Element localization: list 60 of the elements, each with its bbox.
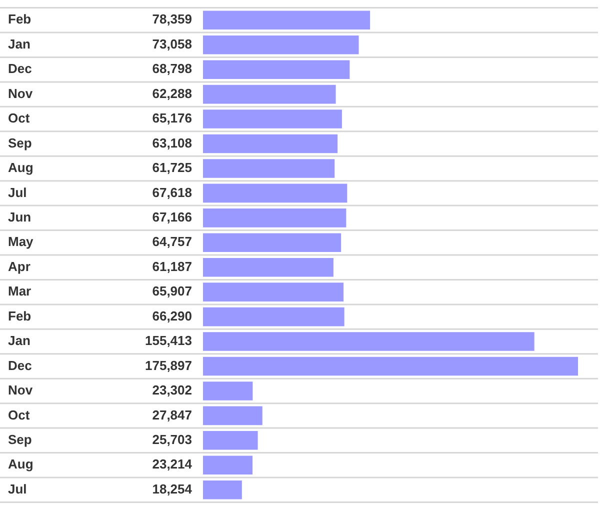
bar	[203, 184, 348, 203]
bar	[203, 134, 338, 154]
y-tick-label: Dec	[8, 61, 32, 76]
bar	[203, 35, 359, 54]
data-label: 78,359	[152, 12, 192, 27]
data-label: 64,757	[152, 234, 192, 250]
y-tick-label: Nov	[8, 86, 34, 101]
bar	[203, 159, 335, 178]
bar	[203, 480, 242, 500]
bar	[203, 456, 252, 475]
data-label: 27,847	[152, 407, 192, 422]
y-tick-label: Sep	[8, 135, 32, 150]
y-tick-label: Feb	[8, 308, 32, 324]
bar	[203, 258, 334, 277]
y-tick-label: Apr	[8, 258, 30, 274]
bar	[203, 10, 370, 30]
data-label: 65,176	[152, 110, 192, 126]
data-label: 61,725	[152, 160, 192, 176]
y-tick-label: Jan	[8, 36, 30, 52]
data-label: 175,897	[145, 358, 192, 373]
data-label: 18,254	[152, 481, 193, 496]
y-tick-label: Oct	[8, 407, 30, 422]
y-tick-label: Aug	[8, 160, 34, 176]
y-tick-label: Oct	[8, 110, 30, 126]
y-tick-label: Nov	[8, 382, 34, 398]
y-tick-label: May	[8, 234, 34, 250]
data-label: 67,166	[152, 210, 192, 224]
data-label: 23,302	[152, 382, 192, 398]
data-label: 62,288	[152, 86, 192, 101]
data-label: 73,058	[152, 36, 192, 52]
data-label: 23,214	[152, 456, 193, 472]
bar	[203, 332, 534, 351]
y-tick-label: Jul	[8, 481, 27, 496]
bar	[203, 406, 262, 426]
bar	[203, 60, 350, 79]
bar	[203, 431, 258, 450]
bar	[203, 282, 344, 302]
bar	[203, 110, 342, 128]
y-tick-label: Jun	[8, 210, 32, 224]
data-label: 68,798	[152, 61, 192, 76]
y-tick-label: Mar	[8, 284, 32, 299]
bar	[203, 356, 578, 376]
bar	[203, 208, 346, 228]
data-label: 67,618	[152, 184, 192, 200]
bar	[203, 307, 344, 326]
data-label: 63,108	[152, 135, 192, 150]
y-tick-label: Sep	[8, 432, 32, 447]
data-label: 25,703	[152, 432, 192, 447]
y-tick-label: Dec	[8, 358, 32, 373]
y-tick-label: Jan	[8, 333, 30, 348]
y-tick-label: Feb	[8, 12, 32, 27]
data-label: 65,907	[152, 284, 192, 299]
data-label: 66,290	[152, 308, 192, 324]
data-label: 61,187	[152, 258, 192, 274]
bar	[203, 233, 342, 252]
data-label: 155,413	[145, 333, 192, 348]
y-tick-label: Aug	[8, 456, 34, 472]
bar	[203, 84, 336, 104]
bar	[203, 382, 253, 400]
y-tick-label: Jul	[8, 184, 27, 200]
